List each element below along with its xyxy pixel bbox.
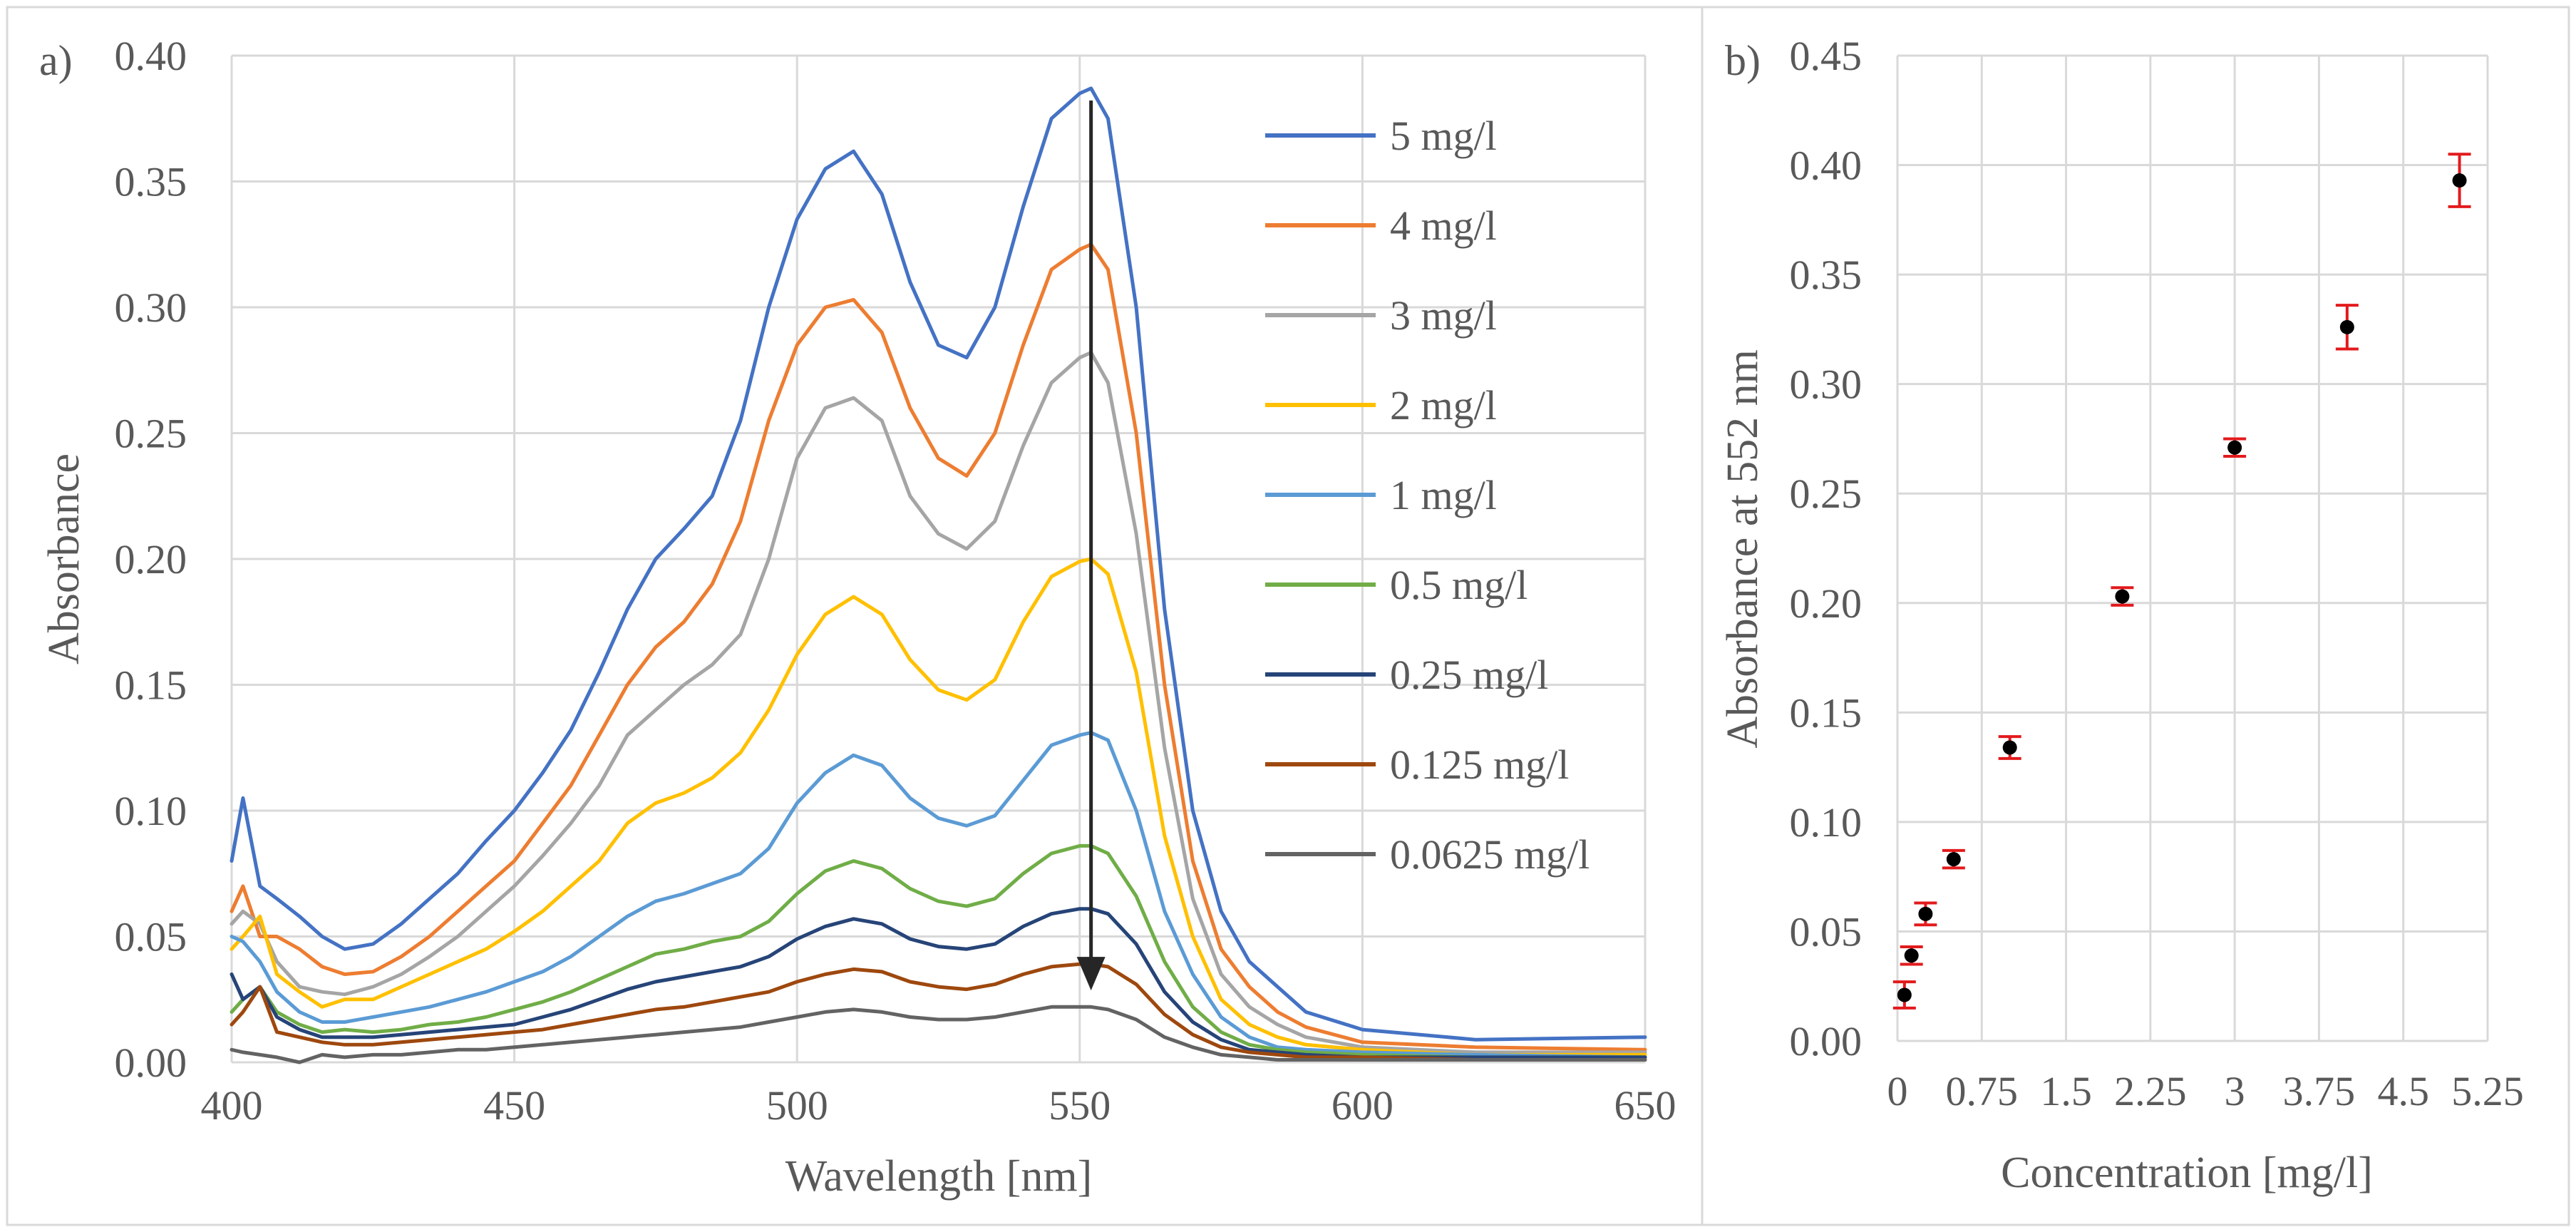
data-point	[2115, 589, 2130, 604]
panel-a-x-tick-label: 450	[483, 1082, 545, 1129]
panel-a-y-tick-label: 0.40	[115, 33, 187, 79]
panel-b-x-tick-label: 5.25	[2451, 1068, 2524, 1114]
series-line-0-125-mg-l	[230, 962, 1647, 1062]
panel-a-y-tick-label: 0.30	[115, 284, 187, 331]
panel-b-x-tick-label: 4.5	[2377, 1068, 2429, 1114]
panel-b-tick-labels: 0.00 0.05 0.10 0.15 0.20 0.25 0.30 0.35 0.40 0.45…	[1790, 33, 2524, 1114]
panel-a-y-tick-label: 0.20	[115, 536, 187, 582]
data-point	[2227, 440, 2242, 455]
data-point	[1918, 906, 1933, 921]
series-line-3-mg-l	[230, 351, 1647, 1054]
legend-label-4-mg-l: 4 mg/l	[1390, 202, 1497, 249]
panel-b-x-axis-title: Concentration [mg/l]	[2001, 1149, 2373, 1197]
annotation-arrow-head	[1076, 957, 1106, 991]
panel-a-label: a)	[39, 37, 73, 84]
panel-b-y-tick-label: 0.25	[1790, 471, 1863, 517]
panel-a-x-tick-label: 550	[1049, 1082, 1111, 1129]
legend-label-5-mg-l: 5 mg/l	[1390, 113, 1497, 159]
panel-b-y-tick-label: 0.40	[1790, 143, 1863, 189]
panel-b-y-tick-label: 0.05	[1790, 908, 1863, 955]
data-point	[2002, 740, 2017, 755]
series-line-0-5-mg-l	[230, 843, 1647, 1059]
panel-a-y-tick-label: 0.35	[115, 159, 187, 205]
panel-b-scatter-chart: b) 0.000.050.100.150.200.250.300.350.400…	[1701, 6, 2570, 1226]
panel-a-y-axis-title: Absorbance	[40, 453, 88, 664]
panel-b-y-tick-label: 0.20	[1790, 580, 1863, 627]
panel-b-x-tick-label: 0.75	[1946, 1068, 2019, 1114]
panel-b-x-tick-label: 1.5	[2040, 1068, 2092, 1114]
panel-a-y-tick-label: 0.25	[115, 411, 187, 457]
panel-a-y-tick-label: 0.10	[115, 788, 187, 834]
legend-label-0-125-mg-l: 0.125 mg/l	[1390, 741, 1569, 788]
panel-b-x-tick-label: 3	[2225, 1068, 2245, 1114]
data-point	[1946, 852, 1961, 867]
legend-label-2-mg-l: 2 mg/l	[1390, 382, 1497, 428]
panel-b-y-tick-label: 0.45	[1790, 33, 1863, 79]
panel-b-y-tick-label: 0.00	[1790, 1018, 1863, 1064]
series-line-5-mg-l	[230, 86, 1647, 1042]
panel-a-annotation-arrow	[1076, 100, 1106, 991]
legend-label-0-0625-mg-l: 0.0625 mg/l	[1390, 831, 1590, 878]
panel-a-x-tick-label: 600	[1331, 1082, 1393, 1129]
panel-a-frame	[6, 6, 1704, 1226]
panel-b-gridlines	[1896, 54, 2489, 1042]
panel-b-x-tick-label: 3.75	[2283, 1068, 2356, 1114]
panel-a-line-chart: a) 0.00 0.05 0.10 0.15 0.20 0.25 0.30 0.35 0.40 4…	[6, 6, 1704, 1226]
data-point	[2339, 319, 2354, 334]
panel-b-data-points	[1892, 153, 2471, 1010]
data-point	[1904, 948, 1919, 963]
panel-b-y-tick-label: 0.15	[1790, 689, 1863, 736]
series-line-2-mg-l	[230, 557, 1647, 1057]
panel-b-label: b)	[1725, 37, 1761, 84]
panel-b-y-tick-label: 0.10	[1790, 799, 1863, 846]
panel-a-x-tick-label: 650	[1614, 1082, 1676, 1129]
panel-b-y-axis-title: Absorbance at 552 nm	[1719, 349, 1767, 749]
panel-b-x-tick-label: 0	[1887, 1068, 1908, 1114]
panel-a-x-tick-label: 400	[201, 1082, 263, 1129]
series-line-4-mg-l	[230, 242, 1647, 1052]
legend-label-0-25-mg-l: 0.25 mg/l	[1390, 652, 1548, 698]
legend-label-3-mg-l: 3 mg/l	[1390, 292, 1497, 339]
panel-a-legend: 5 mg/l 4 mg/l 3 mg/l 2 mg/l 1 mg/l 0.5 mg/l 0.…	[1265, 113, 1590, 878]
panel-b-y-tick-label: 0.35	[1790, 252, 1863, 298]
data-point	[2452, 173, 2467, 188]
panel-a-y-tick-label: 0.05	[115, 914, 187, 960]
panel-a-tick-labels: 0.00 0.05 0.10 0.15 0.20 0.25 0.30 0.35 0.40 400 4…	[115, 33, 1676, 1129]
panel-a-y-tick-label: 0.15	[115, 662, 187, 709]
series-line-0-25-mg-l	[230, 907, 1647, 1059]
panel-b-y-tick-label: 0.30	[1790, 361, 1863, 408]
legend-label-1-mg-l: 1 mg/l	[1390, 472, 1497, 518]
series-line-1-mg-l	[230, 731, 1647, 1059]
legend-label-0-5-mg-l: 0.5 mg/l	[1390, 562, 1527, 608]
panel-a-series	[230, 86, 1647, 1064]
data-point	[1897, 987, 1912, 1002]
panel-a-x-tick-label: 500	[766, 1082, 828, 1129]
panel-a-x-axis-title: Wavelength [nm]	[785, 1152, 1093, 1201]
panel-b-x-tick-label: 2.25	[2114, 1068, 2187, 1114]
panel-a-gridlines	[230, 54, 1647, 1064]
series-line-0-0625-mg-l	[230, 1005, 1647, 1064]
panel-a-y-tick-label: 0.00	[115, 1040, 187, 1086]
panel-b-frame	[1701, 6, 2570, 1226]
